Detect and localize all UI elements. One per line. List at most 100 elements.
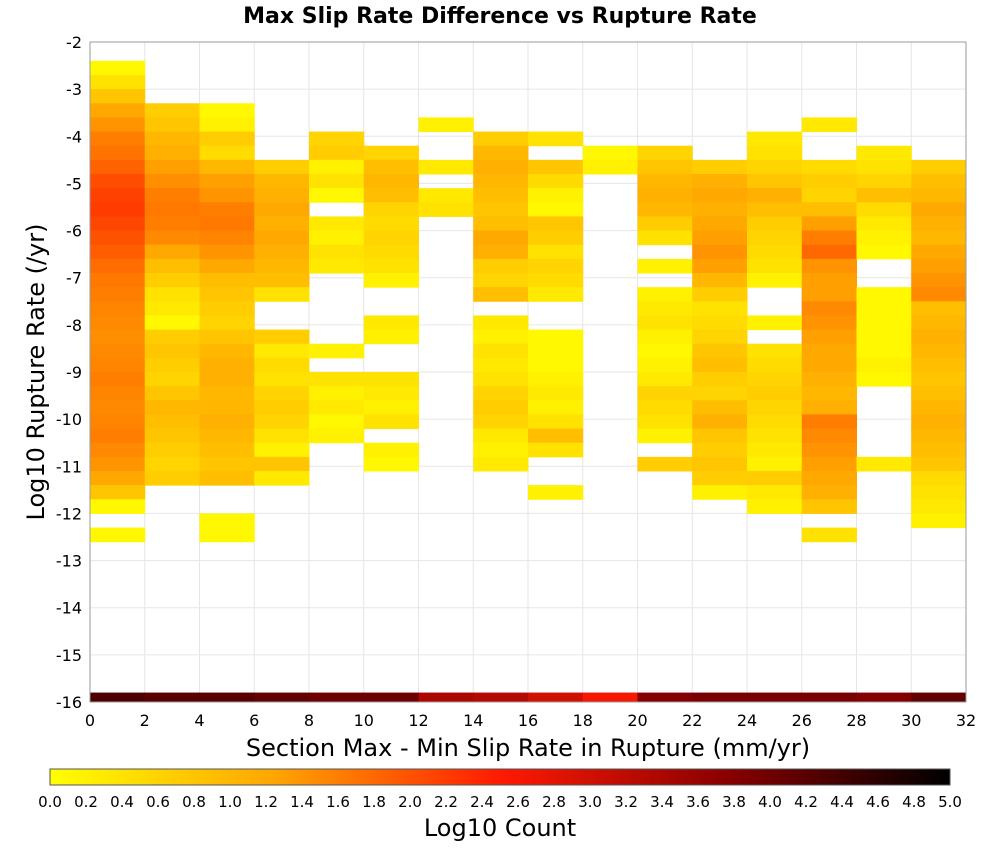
heatmap-cell <box>199 258 255 274</box>
heatmap-cell <box>747 315 803 331</box>
heatmap-cell <box>528 343 584 359</box>
heatmap-cell <box>528 386 584 401</box>
heatmap-cell <box>199 456 255 472</box>
heatmap-cells <box>90 60 967 702</box>
heatmap-cell <box>911 400 967 415</box>
y-tick-label: -5 <box>66 174 82 193</box>
heatmap-cell <box>363 315 419 331</box>
heatmap-cell <box>473 202 529 217</box>
y-tick-label: -3 <box>66 80 82 99</box>
heatmap-cell <box>801 357 857 373</box>
heatmap-cell <box>692 273 748 288</box>
heatmap-cell <box>199 400 255 415</box>
heatmap-cell <box>692 442 748 458</box>
heatmap-cell <box>90 485 146 500</box>
y-tick-label: -15 <box>56 646 82 665</box>
heatmap-cell <box>254 372 310 387</box>
heatmap-cell <box>144 258 200 274</box>
heatmap-cell <box>309 188 365 203</box>
heatmap-cell <box>199 357 255 373</box>
heatmap-cell <box>254 159 310 175</box>
heatmap-cell <box>801 386 857 401</box>
heatmap-cell <box>528 400 584 415</box>
heatmap-cell <box>637 258 693 274</box>
heatmap-cell <box>363 202 419 217</box>
heatmap-cell <box>692 159 748 175</box>
y-tick-label: -6 <box>66 222 82 241</box>
heatmap-cell <box>528 287 584 302</box>
heatmap-cell <box>692 357 748 373</box>
heatmap-cell <box>528 428 584 444</box>
heatmap-cell <box>363 372 419 387</box>
heatmap-cell <box>911 216 967 232</box>
heatmap-cell <box>254 428 310 444</box>
heatmap-cell <box>911 456 967 472</box>
heatmap-cell <box>528 188 584 203</box>
colorbar <box>49 768 951 786</box>
x-tick-label: 32 <box>956 711 976 730</box>
heatmap-cell <box>747 400 803 415</box>
heatmap-cell <box>637 315 693 331</box>
heatmap-cell <box>473 258 529 274</box>
heatmap-cell <box>528 202 584 217</box>
heatmap-bottom-cell <box>637 692 693 702</box>
heatmap-cell <box>199 103 255 118</box>
x-tick-label: 22 <box>682 711 702 730</box>
heatmap-cell <box>144 301 200 316</box>
heatmap-cell <box>856 202 912 217</box>
heatmap-cell <box>528 414 584 430</box>
heatmap-cell <box>637 372 693 387</box>
colorbar-tick-label: 1.0 <box>218 793 242 811</box>
x-tick-label: 30 <box>901 711 921 730</box>
heatmap-cell <box>473 244 529 260</box>
heatmap-cell <box>637 145 693 161</box>
x-tick-label: 20 <box>627 711 647 730</box>
colorbar-tick-label: 2.8 <box>542 793 566 811</box>
x-tick-label: 2 <box>140 711 150 730</box>
heatmap-cell <box>473 159 529 175</box>
heatmap-cell <box>801 343 857 359</box>
heatmap-cell <box>637 188 693 203</box>
heatmap-cell <box>199 117 255 133</box>
heatmap-cell <box>747 428 803 444</box>
heatmap-cell <box>90 202 146 217</box>
x-axis-tick-labels: 0 2 4 6 8 10 12 14 16 18 20 22 24 26 28 30 32 <box>85 711 976 730</box>
heatmap-cell <box>801 301 857 316</box>
heatmap-cell <box>747 145 803 161</box>
plot-border <box>89 41 967 703</box>
colorbar-tick-label: 2.6 <box>506 793 530 811</box>
heatmap-cell <box>856 287 912 302</box>
heatmap-cell <box>473 414 529 430</box>
colorbar-tick-label: 4.4 <box>830 793 854 811</box>
heatmap-cell <box>90 400 146 415</box>
heatmap-cell <box>254 414 310 430</box>
heatmap-cell <box>473 145 529 161</box>
heatmap-cell <box>911 315 967 331</box>
heatmap-cell <box>418 202 474 217</box>
heatmap-cell <box>856 456 912 472</box>
heatmap-bottom-cell <box>582 692 638 702</box>
heatmap-cell <box>801 499 857 514</box>
heatmap-cell <box>801 216 857 232</box>
heatmap-cell <box>199 428 255 444</box>
heatmap-cell <box>363 159 419 175</box>
heatmap-cell <box>911 414 967 430</box>
heatmap-cell <box>856 244 912 260</box>
colorbar-tick-label: 3.0 <box>578 793 602 811</box>
heatmap-cell <box>363 329 419 345</box>
heatmap-cell <box>637 343 693 359</box>
heatmap-cell <box>90 216 146 232</box>
heatmap-cell <box>801 273 857 288</box>
heatmap-cell <box>144 357 200 373</box>
heatmap-cell <box>856 188 912 203</box>
heatmap-cell <box>90 244 146 260</box>
heatmap-cell <box>801 485 857 500</box>
heatmap-cell <box>90 499 146 514</box>
heatmap-cell <box>637 456 693 472</box>
heatmap-cell <box>473 329 529 345</box>
heatmap-cell <box>90 527 146 543</box>
heatmap-cell <box>747 414 803 430</box>
heatmap-cell <box>309 159 365 175</box>
colorbar-tick-label: 1.2 <box>254 793 278 811</box>
heatmap-cell <box>473 428 529 444</box>
